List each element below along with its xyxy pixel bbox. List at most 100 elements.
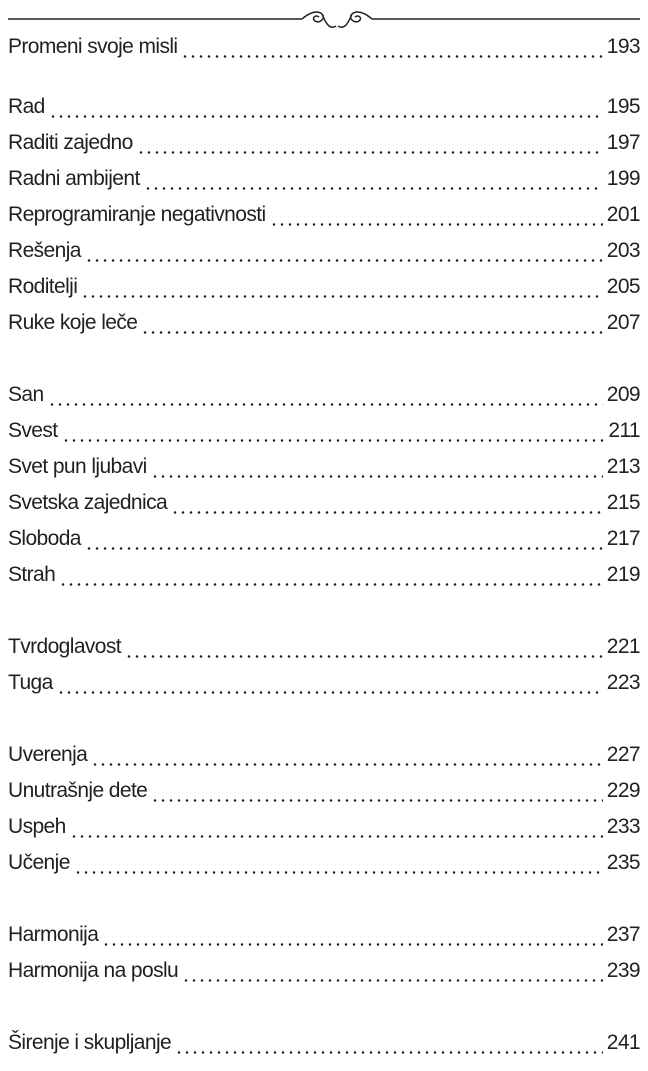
page-number: 209	[607, 377, 640, 413]
page-number: 203	[607, 233, 640, 269]
entry-title: Rešenja	[8, 233, 81, 269]
dot-leader	[59, 583, 603, 586]
toc-entry: Sloboda 217	[8, 521, 640, 557]
page-number: 205	[607, 269, 640, 305]
toc-entry: Širenje i skupljanje 241	[8, 1025, 640, 1061]
toc-entry: Svest 211	[8, 413, 640, 449]
entry-title: Tuga	[8, 665, 53, 701]
page-number: 223	[607, 665, 640, 701]
dot-leader	[70, 835, 603, 838]
toc-entry: Tuga 223	[8, 665, 640, 701]
toc-entry: Unutrašnje dete 229	[8, 773, 640, 809]
page-number: 199	[607, 161, 640, 197]
entry-title: Svest	[8, 413, 58, 449]
dot-leader	[74, 871, 603, 874]
toc-group: Rad 195 Raditi zajedno 197 Radni ambijent 199…	[8, 89, 640, 341]
entry-title: Sloboda	[8, 521, 81, 557]
page-number: 241	[607, 1025, 640, 1061]
page-number: 227	[607, 737, 640, 773]
entry-title: Rad	[8, 89, 45, 125]
page: Promeni svoje misli193Rad195Raditi zajed…	[0, 0, 648, 1071]
page-number: 211	[608, 413, 640, 449]
dot-leader	[49, 115, 603, 118]
page-number: 215	[607, 485, 640, 521]
toc-group: Širenje i skupljanje 241	[8, 1025, 640, 1061]
dot-leader	[102, 943, 602, 946]
dot-leader	[85, 547, 603, 550]
toc-group: Promeni svoje misli 193	[8, 29, 640, 65]
page-number: 201	[607, 197, 640, 233]
toc-entry: Tvrdoglavost 221	[8, 629, 640, 665]
dot-leader	[270, 223, 603, 226]
dot-leader	[81, 295, 602, 298]
toc-entry: Promeni svoje misli 193	[8, 29, 640, 65]
entry-title: San	[8, 377, 44, 413]
toc-group: Tvrdoglavost 221 Tuga 223	[8, 629, 640, 701]
entry-title: Reprogramiranje negativnosti	[8, 197, 266, 233]
dot-leader	[141, 331, 602, 334]
toc-entry: Radni ambijent 199	[8, 161, 640, 197]
dot-leader	[85, 259, 603, 262]
entry-title: Radni ambijent	[8, 161, 140, 197]
page-number: 207	[607, 305, 640, 341]
entry-title: Harmonija	[8, 917, 98, 953]
page-number: 193	[607, 29, 640, 65]
page-number: 217	[607, 521, 640, 557]
toc-entry: Harmonija na poslu 239	[8, 953, 640, 989]
toc-entry: Roditelji 205	[8, 269, 640, 305]
dot-leader	[181, 55, 602, 58]
dot-leader	[175, 1051, 603, 1054]
page-number: 233	[607, 809, 640, 845]
toc-entry: Rešenja 203	[8, 233, 640, 269]
entry-title: Raditi zajedno	[8, 125, 133, 161]
entry-title: Roditelji	[8, 269, 77, 305]
dot-leader	[48, 403, 603, 406]
toc-entry: Strah 219	[8, 557, 640, 593]
page-number: 239	[607, 953, 640, 989]
entry-title: Ruke koje leče	[8, 305, 137, 341]
entry-title: Tvrdoglavost	[8, 629, 121, 665]
entry-title: Učenje	[8, 845, 70, 881]
page-number: 235	[607, 845, 640, 881]
entry-title: Unutrašnje dete	[8, 773, 147, 809]
toc-entry: Uverenja 227	[8, 737, 640, 773]
dot-leader	[151, 799, 602, 802]
dot-leader	[91, 763, 603, 766]
toc-entry: Svetska zajednica 215	[8, 485, 640, 521]
dot-leader	[125, 655, 603, 658]
page-number: 221	[607, 629, 640, 665]
dot-leader	[62, 439, 605, 442]
toc-entry: Uspeh 233	[8, 809, 640, 845]
dot-leader	[57, 691, 603, 694]
toc-group: San209Svest211Svet pun ljubavi213Svetska…	[8, 377, 640, 593]
entry-title: Uverenja	[8, 737, 87, 773]
toc-entry: Harmonija 237	[8, 917, 640, 953]
entry-title: Harmonija na poslu	[8, 953, 178, 989]
entry-title: Uspeh	[8, 809, 66, 845]
toc-entry: Učenje 235	[8, 845, 640, 881]
entry-title: Širenje i skupljanje	[8, 1025, 171, 1061]
toc-entry: Svet pun ljubavi 213	[8, 449, 640, 485]
toc-group: Harmonija 237 Harmonija na poslu 239	[8, 917, 640, 989]
dot-leader	[171, 511, 603, 514]
entry-title: Promeni svoje misli	[8, 29, 177, 65]
page-number: 237	[607, 917, 640, 953]
dot-leader	[137, 151, 603, 154]
dot-leader	[144, 187, 603, 190]
entry-title: Svet pun ljubavi	[8, 449, 147, 485]
toc-entry: Raditi zajedno 197	[8, 125, 640, 161]
page-number: 197	[607, 125, 640, 161]
toc-entry: Reprogramiranje negativnosti 201	[8, 197, 640, 233]
entry-title: Svetska zajednica	[8, 485, 167, 521]
page-number: 195	[607, 89, 640, 125]
toc-entry: Rad 195	[8, 89, 640, 125]
page-number: 219	[607, 557, 640, 593]
dot-leader	[151, 475, 603, 478]
page-number: 213	[607, 449, 640, 485]
dot-leader	[182, 979, 603, 982]
entry-title: Strah	[8, 557, 55, 593]
page-number: 229	[607, 773, 640, 809]
toc-entry: Ruke koje leče 207	[8, 305, 640, 341]
